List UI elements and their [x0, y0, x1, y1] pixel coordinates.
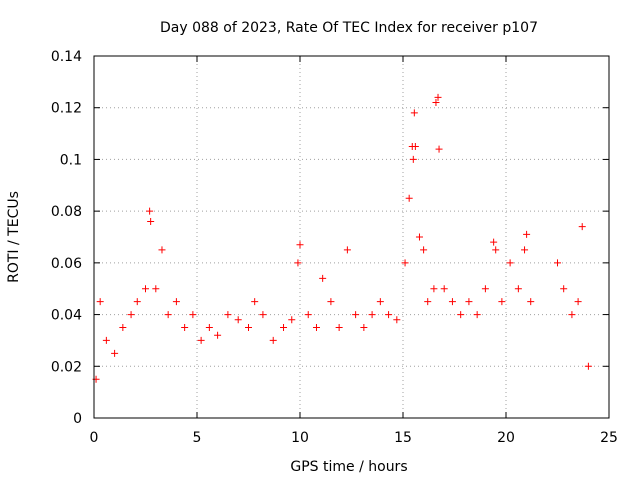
data-point: [584, 362, 592, 370]
data-point: [294, 259, 302, 267]
data-point: [523, 230, 531, 238]
grid-lines: [94, 56, 609, 418]
y-tick-label: 0.14: [51, 49, 82, 65]
data-point: [574, 298, 582, 306]
y-tick-label: 0.12: [51, 101, 82, 117]
data-point: [304, 311, 312, 319]
data-point: [319, 274, 327, 282]
chart-title: Day 088 of 2023, Rate Of TEC Index for r…: [160, 20, 538, 36]
data-point: [434, 93, 442, 101]
data-point: [409, 155, 417, 163]
data-point: [164, 311, 172, 319]
x-tick-label: 15: [394, 430, 412, 446]
y-tick-label: 0: [73, 411, 82, 427]
data-point: [280, 324, 288, 331]
data-point: [224, 311, 232, 319]
data-point: [352, 311, 360, 319]
data-point: [385, 311, 393, 319]
axis-ticks: [93, 55, 610, 419]
x-axis-label: GPS time / hours: [290, 459, 407, 475]
data-point: [343, 246, 351, 254]
data-point: [415, 233, 423, 241]
y-tick-label: 0.04: [51, 308, 82, 324]
data-point: [245, 324, 252, 331]
data-point: [111, 349, 119, 357]
data-point: [296, 241, 304, 249]
data-point: [269, 336, 277, 344]
data-point: [448, 298, 456, 306]
x-tick-labels: 0 5 10 15 20 25: [90, 430, 618, 446]
data-point: [189, 311, 197, 319]
data-point: [560, 285, 568, 293]
plot-frame: [93, 55, 610, 419]
data-point: [435, 145, 443, 153]
x-tick-label: 0: [90, 430, 99, 446]
data-point: [251, 298, 259, 306]
data-point: [172, 298, 180, 306]
data-point: [376, 298, 384, 306]
data-point: [578, 223, 586, 231]
data-point: [158, 246, 166, 254]
data-point: [102, 336, 110, 344]
data-point: [498, 298, 506, 306]
data-point: [424, 298, 432, 306]
data-point: [554, 259, 561, 267]
y-tick-label: 0.02: [51, 359, 82, 375]
data-point: [465, 298, 473, 306]
data-point: [430, 285, 438, 293]
data-point: [127, 311, 135, 319]
data-point: [152, 285, 160, 293]
data-point: [205, 324, 213, 331]
x-tick-label: 10: [291, 430, 309, 446]
data-point: [411, 143, 419, 150]
y-tick-label: 0.06: [51, 256, 82, 272]
data-point: [490, 238, 498, 246]
data-point: [393, 316, 401, 324]
x-tick-label: 20: [497, 430, 515, 446]
y-tick-label: 0.1: [60, 152, 82, 168]
data-point: [420, 246, 428, 254]
data-point: [360, 324, 368, 331]
data-point: [473, 311, 481, 319]
data-points: [92, 93, 592, 383]
x-tick-label: 5: [193, 430, 202, 446]
data-point: [147, 217, 155, 225]
data-point: [327, 298, 335, 306]
data-point: [410, 109, 418, 117]
data-point: [181, 324, 189, 331]
y-tick-label: 0.08: [51, 204, 82, 220]
data-point: [234, 316, 242, 324]
data-point: [481, 285, 489, 293]
data-point: [568, 311, 576, 319]
data-point: [335, 324, 343, 331]
data-point: [405, 194, 413, 202]
data-point: [119, 324, 127, 331]
data-point: [432, 99, 440, 107]
data-point: [527, 298, 535, 306]
y-axis-label: ROTI / TECUs: [6, 191, 22, 283]
data-point: [440, 285, 448, 293]
data-point: [457, 311, 465, 319]
data-point: [288, 316, 296, 324]
data-point: [401, 259, 409, 267]
x-tick-label: 25: [600, 430, 618, 446]
y-tick-labels: 0 0.02 0.04 0.06 0.08 0.1 0.12 0.14: [51, 49, 82, 427]
data-point: [368, 311, 376, 319]
data-point: [259, 311, 267, 319]
data-point: [312, 324, 320, 331]
data-point: [146, 207, 154, 215]
data-point: [96, 298, 104, 306]
data-point: [514, 285, 522, 293]
data-point: [506, 259, 514, 267]
data-point: [521, 246, 529, 254]
data-point: [142, 285, 149, 293]
data-point: [197, 336, 205, 344]
data-point: [492, 246, 500, 254]
data-point: [214, 331, 222, 339]
data-point: [133, 298, 141, 306]
